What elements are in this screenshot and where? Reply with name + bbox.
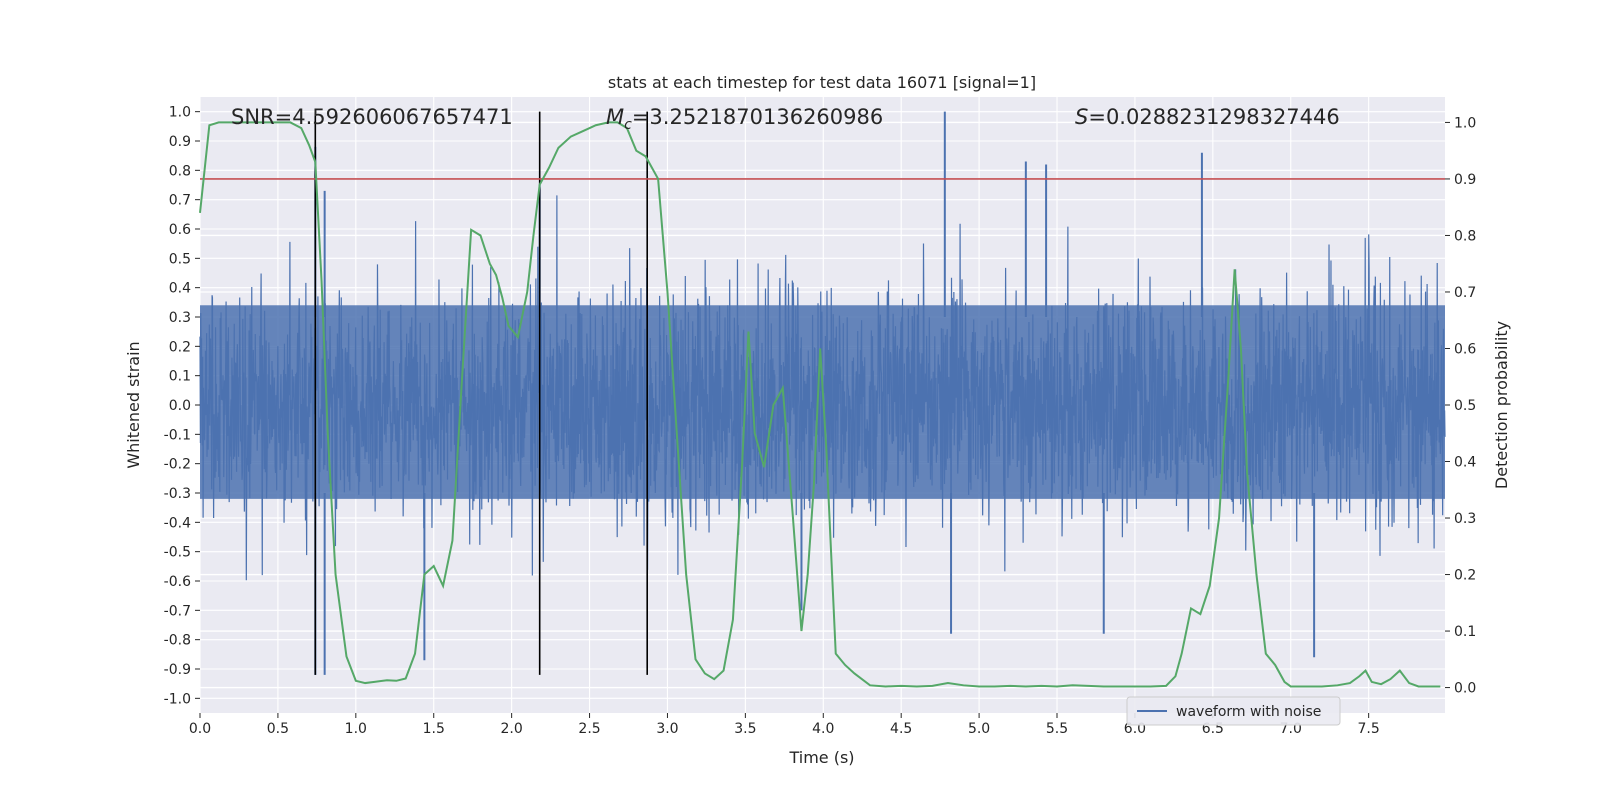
y-right-tick-label-6: 0.4 bbox=[1454, 455, 1476, 471]
y-right-tick-label-0: 1.0 bbox=[1454, 115, 1476, 131]
legend-entry-waveform: waveform with noise bbox=[1176, 704, 1321, 720]
vertical-markers bbox=[314, 111, 649, 675]
y-right-tick-label-7: 0.3 bbox=[1454, 511, 1476, 527]
y-left-tick-label-3: 0.7 bbox=[169, 193, 191, 209]
y-left-tick-label-6: 0.4 bbox=[169, 281, 191, 297]
y-left-tick-label-12: -0.2 bbox=[164, 457, 191, 473]
x-tick-label-9: 4.5 bbox=[890, 721, 912, 737]
s-symbol: S bbox=[1075, 105, 1088, 129]
legend: waveform with noise bbox=[1126, 696, 1341, 726]
y-left-tick-label-15: -0.5 bbox=[164, 545, 191, 561]
y-right-tick-label-9: 0.1 bbox=[1454, 624, 1476, 640]
x-tick-label-2: 1.0 bbox=[345, 721, 367, 737]
y-axis-right-label: Detection probability bbox=[1492, 321, 1511, 489]
y-left-tick-label-5: 0.5 bbox=[169, 251, 191, 267]
y-right-tick-label-2: 0.8 bbox=[1454, 228, 1476, 244]
y-left-tick-label-11: -0.1 bbox=[164, 427, 191, 443]
y-left-tick-label-4: 0.6 bbox=[169, 222, 191, 238]
x-tick-label-1: 0.5 bbox=[267, 721, 289, 737]
y-left-tick-label-14: -0.4 bbox=[164, 515, 191, 531]
detection-probability-line bbox=[199, 121, 1441, 688]
y-left-tick-label-8: 0.2 bbox=[169, 339, 191, 355]
y-left-tick-label-19: -0.9 bbox=[164, 662, 191, 678]
s-annotation: S=0.0288231298327446 bbox=[1075, 105, 1340, 129]
chirp-mass-value: =3.2521870136260986 bbox=[632, 105, 883, 129]
x-tick-label-7: 3.5 bbox=[734, 721, 756, 737]
y-left-tick-label-20: -1.0 bbox=[164, 691, 191, 707]
x-tick-label-4: 2.0 bbox=[501, 721, 523, 737]
chirp-mass-annotation: Mc=3.2521870136260986 bbox=[606, 105, 883, 133]
x-tick-label-8: 4.0 bbox=[812, 721, 834, 737]
y-left-tick-label-13: -0.3 bbox=[164, 486, 191, 502]
snr-annotation: SNR=4.592606067657471 bbox=[231, 105, 513, 129]
x-tick-label-10: 5.0 bbox=[968, 721, 990, 737]
x-tick-label-11: 5.5 bbox=[1046, 721, 1068, 737]
y-left-tick-label-7: 0.3 bbox=[169, 310, 191, 326]
y-left-tick-label-2: 0.8 bbox=[169, 163, 191, 179]
y-left-tick-label-1: 0.9 bbox=[169, 134, 191, 150]
y-right-tick-label-3: 0.7 bbox=[1454, 285, 1476, 301]
detection-probability-series bbox=[199, 121, 1441, 688]
s-value: =0.0288231298327446 bbox=[1088, 105, 1339, 129]
x-tick-label-6: 3.0 bbox=[656, 721, 678, 737]
y-axis-left-label: Whitened strain bbox=[124, 341, 143, 468]
y-left-tick-label-18: -0.8 bbox=[164, 633, 191, 649]
x-axis-label: Time (s) bbox=[788, 748, 854, 767]
chart-title: stats at each timestep for test data 160… bbox=[608, 73, 1036, 92]
y-right-tick-label-10: 0.0 bbox=[1454, 681, 1476, 697]
y-left-tick-label-17: -0.7 bbox=[164, 603, 191, 619]
y-left-tick-label-10: 0.0 bbox=[169, 398, 191, 414]
y-right-tick-label-4: 0.6 bbox=[1454, 341, 1476, 357]
y-left-tick-label-9: 0.1 bbox=[169, 369, 191, 385]
y-right-tick-label-8: 0.2 bbox=[1454, 568, 1476, 584]
chirp-mass-subscript: c bbox=[624, 117, 632, 133]
y-axis-left-ticks: 1.0 0.9 0.8 0.7 0.6 0.5 0.4 0.3 0.2 0.1 0.0 -0.1 -0.… bbox=[164, 105, 200, 707]
x-tick-label-0: 0.0 bbox=[189, 721, 211, 737]
y-right-tick-label-5: 0.5 bbox=[1454, 398, 1476, 414]
x-tick-label-15: 7.5 bbox=[1358, 721, 1380, 737]
y-right-tick-label-1: 0.9 bbox=[1454, 172, 1476, 188]
legend-box bbox=[1126, 696, 1341, 726]
y-left-tick-label-0: 1.0 bbox=[169, 105, 191, 121]
x-tick-label-5: 2.5 bbox=[578, 721, 600, 737]
y-axis-right-ticks: 1.0 0.9 0.8 0.7 0.6 0.5 0.4 0.3 0.2 0.1 0.0 bbox=[1445, 115, 1476, 697]
x-axis-ticks: 0.0 0.5 1.0 1.5 2.0 2.5 3.0 3.5 4.0 4.5 5.0 5.5 6.0 6… bbox=[189, 713, 1380, 737]
x-tick-label-3: 1.5 bbox=[423, 721, 445, 737]
y-left-tick-label-16: -0.6 bbox=[164, 574, 191, 590]
chirp-mass-symbol: M bbox=[606, 105, 624, 129]
